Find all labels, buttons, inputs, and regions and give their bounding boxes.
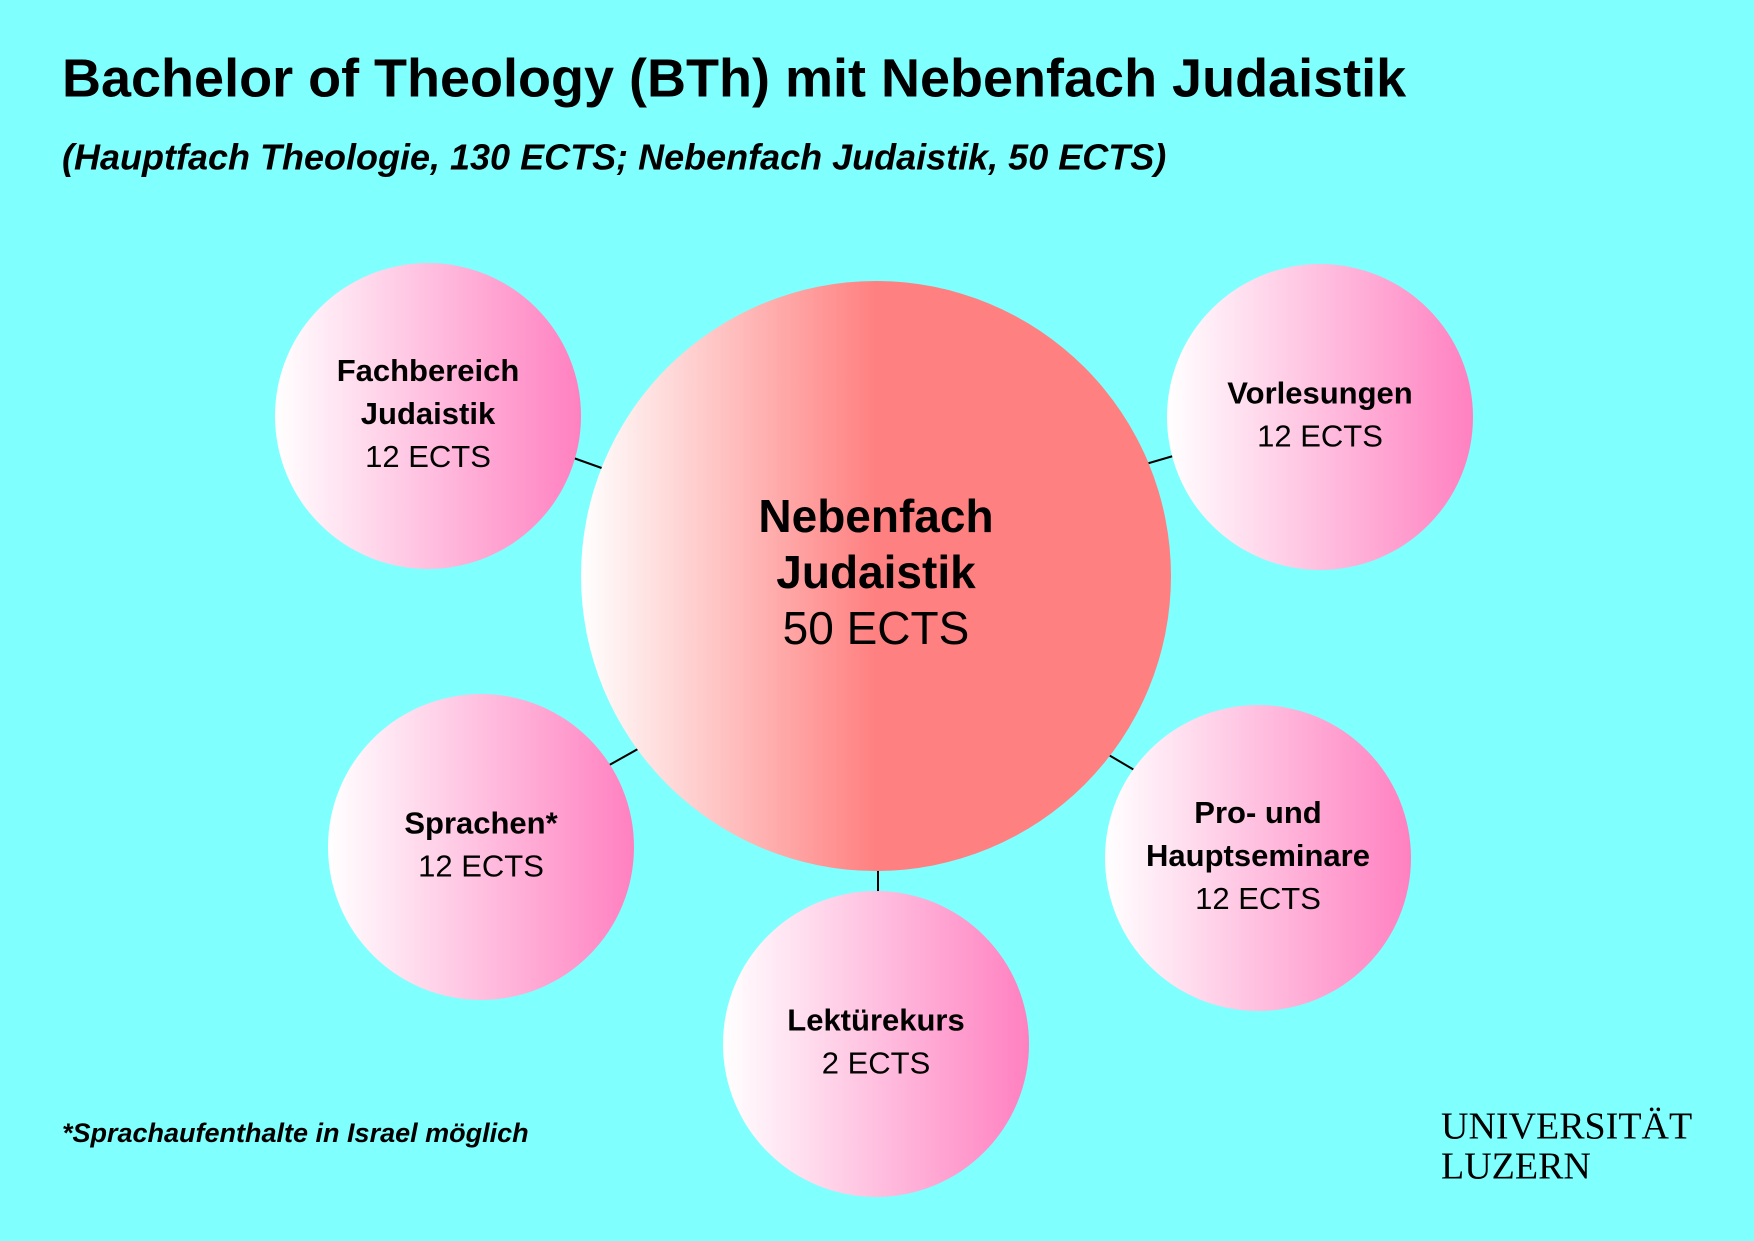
- bubble-ects: 12 ECTS: [418, 849, 544, 884]
- bubble-label: Judaistik: [776, 546, 976, 598]
- bubble-ects: 50 ECTS: [783, 602, 970, 654]
- bubble-ects: 12 ECTS: [365, 439, 491, 474]
- title: Bachelor of Theology (BTh) mit Nebenfach…: [62, 48, 1407, 108]
- logo-line: UNIVERSITÄT: [1441, 1106, 1692, 1148]
- bubble: [723, 891, 1029, 1197]
- bubble-ects: 2 ECTS: [822, 1046, 931, 1081]
- bubble-label: Judaistik: [361, 396, 496, 431]
- logo-line: LUZERN: [1441, 1146, 1591, 1188]
- bubble-label: Sprachen*: [404, 806, 558, 841]
- bubble-label: Fachbereich: [337, 353, 520, 388]
- bubble-label: Lektürekurs: [787, 1003, 964, 1038]
- bubble: [275, 263, 581, 569]
- subtitle: (Hauptfach Theologie, 130 ECTS; Nebenfac…: [62, 137, 1166, 178]
- bubble-label: Nebenfach: [758, 490, 993, 542]
- bubble: [1105, 705, 1411, 1011]
- bubble-label: Pro- und: [1194, 795, 1321, 830]
- bubble-ects: 12 ECTS: [1195, 881, 1321, 916]
- bubble-label: Hauptseminare: [1146, 838, 1370, 873]
- bubble-ects: 12 ECTS: [1257, 419, 1383, 454]
- bubble: [328, 694, 634, 1000]
- bubble-label: Vorlesungen: [1227, 376, 1412, 411]
- bubble: [1167, 264, 1473, 570]
- bubble: [581, 281, 1171, 871]
- footnote: *Sprachaufenthalte in Israel möglich: [62, 1118, 529, 1148]
